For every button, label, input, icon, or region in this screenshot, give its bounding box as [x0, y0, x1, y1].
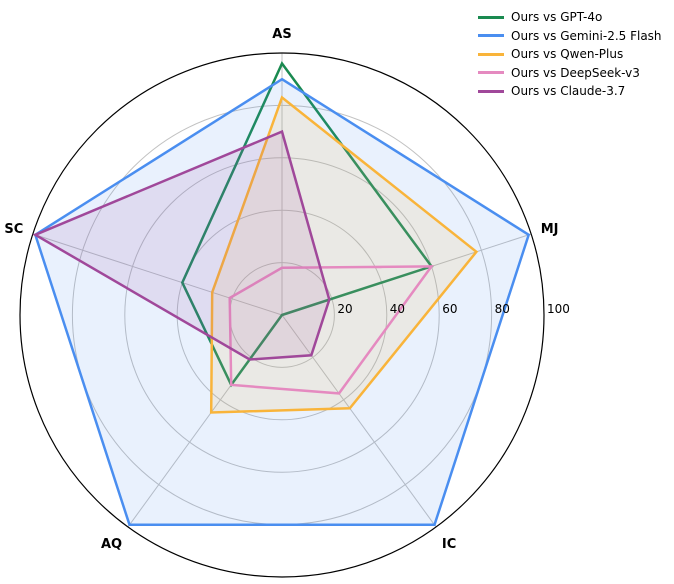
- r-tick-label: 20: [337, 302, 352, 316]
- series-polygon-1: [180, 61, 434, 388]
- legend-swatch: [478, 71, 504, 75]
- legend-swatch: [478, 89, 504, 93]
- legend-swatch: [478, 34, 504, 38]
- axis-label-mj: MJ: [541, 222, 559, 237]
- legend: Ours vs GPT-4o Ours vs Gemini-2.5 Flash Ou…: [478, 8, 662, 101]
- series-polygon-3: [209, 95, 479, 414]
- axis-label-as: AS: [272, 27, 291, 42]
- legend-item: Ours vs DeepSeek-v3: [478, 64, 662, 83]
- legend-swatch: [478, 15, 504, 19]
- r-tick-label: 60: [442, 302, 457, 316]
- axis-label-ic: IC: [442, 537, 456, 552]
- legend-item: Ours vs Gemini-2.5 Flash: [478, 27, 662, 46]
- legend-label: Ours vs DeepSeek-v3: [511, 65, 640, 80]
- legend-item: Ours vs Qwen-Plus: [478, 45, 662, 64]
- axis-label-sc: SC: [4, 222, 23, 237]
- series-polygon-5: [32, 129, 331, 361]
- series-polygon-2: [33, 77, 531, 527]
- legend-label: Ours vs Gemini-2.5 Flash: [511, 28, 662, 43]
- axis-label-aq: AQ: [101, 537, 122, 552]
- grid-spoke: [32, 233, 283, 316]
- series-polygon-4: [228, 265, 434, 395]
- legend-label: Ours vs Claude-3.7: [511, 84, 626, 99]
- legend-item: Ours vs GPT-4o: [478, 8, 662, 27]
- legend-label: Ours vs Qwen-Plus: [511, 47, 624, 62]
- r-tick-label: 80: [495, 302, 510, 316]
- grid-spoke: [281, 314, 437, 528]
- legend-label: Ours vs GPT-4o: [511, 10, 603, 25]
- r-tick-label: 40: [390, 302, 405, 316]
- legend-item: Ours vs Claude-3.7: [478, 82, 662, 101]
- r-tick-label: 100: [547, 302, 570, 316]
- legend-swatch: [478, 52, 504, 56]
- outer-frame-circle: [19, 52, 545, 578]
